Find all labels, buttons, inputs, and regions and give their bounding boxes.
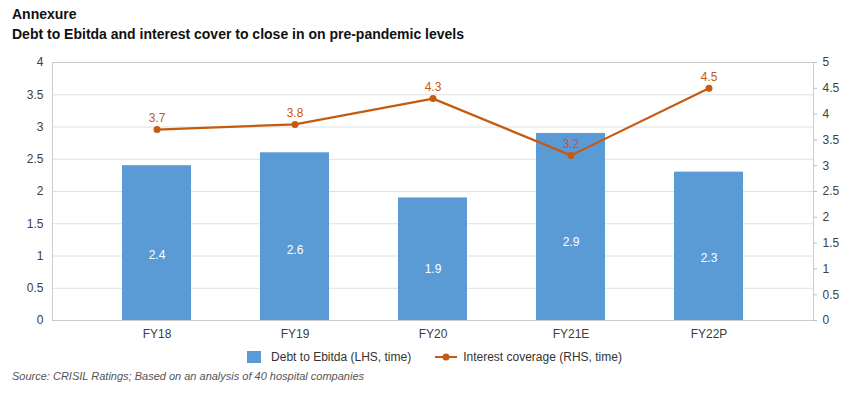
svg-text:3.5: 3.5 xyxy=(823,133,840,147)
svg-text:1: 1 xyxy=(823,262,830,276)
svg-text:FY19: FY19 xyxy=(281,327,310,341)
html-text:Source: CRISIL Ratings; Based: Source: CRISIL Ratings; Based on an anal… xyxy=(12,370,364,382)
svg-text:2.6: 2.6 xyxy=(287,243,304,257)
svg-text:0: 0 xyxy=(37,313,44,327)
svg-text:4: 4 xyxy=(823,107,830,121)
svg-text:5: 5 xyxy=(823,55,830,69)
svg-text:0.5: 0.5 xyxy=(27,281,44,295)
html-text:Interest coverage (RHS, time): Interest coverage (RHS, time) xyxy=(463,350,622,364)
html-text:Annexure: Annexure xyxy=(12,6,77,22)
svg-text:4.5: 4.5 xyxy=(823,81,840,95)
svg-text:2: 2 xyxy=(37,184,44,198)
svg-text:1: 1 xyxy=(37,249,44,263)
svg-text:0: 0 xyxy=(823,313,830,327)
svg-text:1.9: 1.9 xyxy=(425,262,442,276)
svg-text:3: 3 xyxy=(823,159,830,173)
html-text:Debt to Ebitda and interest co: Debt to Ebitda and interest cover to clo… xyxy=(12,26,464,42)
svg-text:2.4: 2.4 xyxy=(149,248,166,262)
svg-text:3.2: 3.2 xyxy=(563,137,580,151)
svg-text:FY20: FY20 xyxy=(419,327,448,341)
svg-text:FY21E: FY21E xyxy=(553,327,590,341)
svg-text:2: 2 xyxy=(823,210,830,224)
html-text:Debt to Ebitda (LHS, time): Debt to Ebitda (LHS, time) xyxy=(271,350,412,364)
svg-text:3: 3 xyxy=(37,120,44,134)
svg-text:FY18: FY18 xyxy=(143,327,172,341)
svg-text:2.9: 2.9 xyxy=(563,235,580,249)
svg-text:4.3: 4.3 xyxy=(425,80,442,94)
svg-text:4: 4 xyxy=(37,55,44,69)
svg-text:1.5: 1.5 xyxy=(823,236,840,250)
svg-text:3.8: 3.8 xyxy=(287,106,304,120)
svg-text:2.5: 2.5 xyxy=(823,184,840,198)
svg-text:4.5: 4.5 xyxy=(701,70,718,84)
svg-text:0.5: 0.5 xyxy=(823,288,840,302)
svg-text:FY22P: FY22P xyxy=(691,327,728,341)
svg-text:1.5: 1.5 xyxy=(27,217,44,231)
svg-text:3.5: 3.5 xyxy=(27,88,44,102)
svg-text:2.5: 2.5 xyxy=(27,152,44,166)
svg-text:2.3: 2.3 xyxy=(701,251,718,265)
svg-text:3.7: 3.7 xyxy=(149,111,166,125)
